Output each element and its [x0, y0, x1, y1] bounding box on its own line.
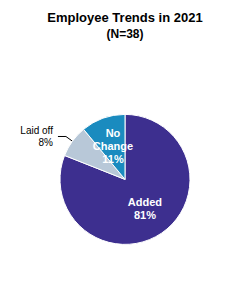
- svg-text:No: No: [106, 127, 121, 139]
- svg-text:Laid off: Laid off: [20, 125, 53, 136]
- svg-text:Employee Trends in 2021: Employee Trends in 2021: [47, 10, 202, 25]
- svg-text:8%: 8%: [38, 137, 53, 148]
- svg-text:(N=38): (N=38): [106, 27, 143, 41]
- svg-text:Change: Change: [93, 140, 133, 152]
- svg-text:81%: 81%: [134, 209, 156, 221]
- svg-text:11%: 11%: [102, 153, 124, 165]
- svg-text:Added: Added: [128, 196, 162, 208]
